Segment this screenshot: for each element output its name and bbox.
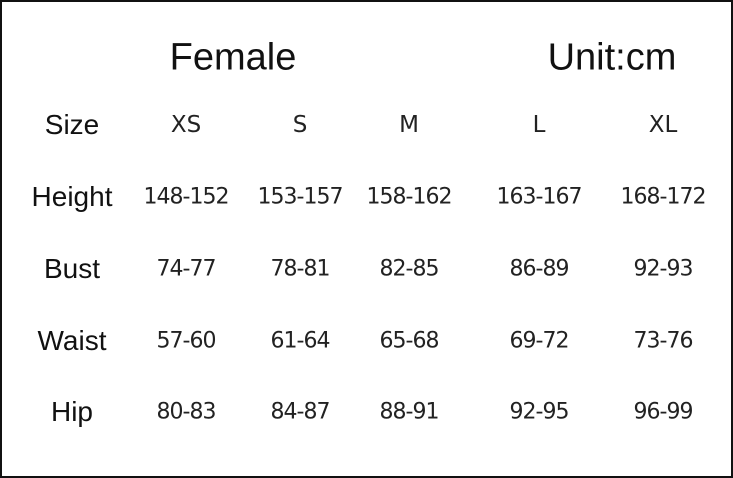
column-header: L [532,112,546,138]
title: Female [169,36,297,79]
cell: 96-99 [633,399,694,425]
cell: 148-152 [143,184,230,210]
cell: 84-87 [270,399,331,425]
cell: 57-60 [156,328,217,354]
cell: 78-81 [270,256,331,282]
column-header: S [292,112,308,138]
column-header: M [399,112,419,138]
cell: 163-167 [496,184,583,210]
cell: 69-72 [509,328,570,354]
row-header: Waist [37,325,107,356]
cell: 82-85 [379,256,440,282]
unit: Unit:cm [547,36,677,79]
row-header: Height [31,181,113,212]
cell: 168-172 [620,184,707,210]
row-header: Hip [50,396,94,427]
column-header: XS [170,112,202,138]
row-header: Size [44,109,100,140]
cell: 65-68 [379,328,440,354]
cell: 92-95 [509,399,570,425]
cell: 74-77 [156,256,217,282]
cell: 92-93 [633,256,694,282]
cell: 73-76 [633,328,694,354]
cell: 61-64 [270,328,331,354]
cell: 80-83 [156,399,217,425]
column-header: XL [648,112,678,138]
row-header: Bust [43,253,101,284]
cell: 158-162 [366,184,453,210]
cell: 88-91 [379,399,440,425]
cell: 153-157 [257,184,344,210]
cell: 86-89 [509,256,570,282]
